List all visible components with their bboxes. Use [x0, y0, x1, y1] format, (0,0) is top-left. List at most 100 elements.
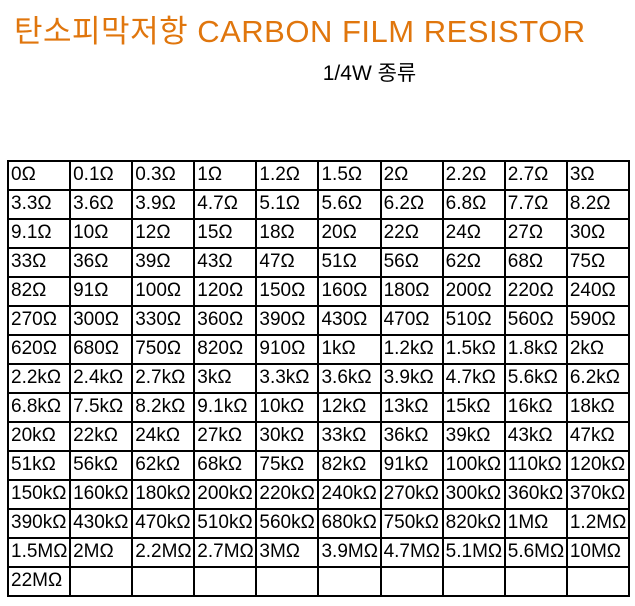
resistor-value-cell: 270Ω — [6, 305, 72, 336]
resistor-value-cell: 3.3Ω — [6, 189, 72, 220]
resistor-value-cell: 3Ω — [565, 160, 631, 191]
table-row: 22MΩ — [6, 566, 631, 597]
table-row: 82Ω 91Ω 100Ω 120Ω 150Ω 160Ω 180Ω 200Ω 220Ω 240Ω — [6, 276, 631, 307]
resistor-value-cell: 22MΩ — [6, 566, 72, 597]
resistor-value-cell: 4.7MΩ — [379, 537, 444, 568]
resistor-value-cell: 10Ω — [69, 218, 134, 249]
resistor-value-cell: 56kΩ — [69, 450, 134, 481]
resistor-value-cell — [69, 566, 134, 597]
resistor-value-cell: 39kΩ — [441, 421, 506, 452]
resistor-value-cell: 330Ω — [131, 305, 196, 336]
resistor-value-cell: 27Ω — [503, 218, 568, 249]
resistor-value-cell: 62Ω — [441, 247, 506, 278]
resistor-value-cell: 20Ω — [317, 218, 382, 249]
resistor-value-cell: 4.7kΩ — [441, 363, 506, 394]
resistor-value-cell: 5.1MΩ — [441, 537, 506, 568]
resistor-value-cell: 10MΩ — [565, 537, 631, 568]
resistor-value-cell — [193, 566, 258, 597]
resistor-value-cell: 56Ω — [379, 247, 444, 278]
resistor-value-cell: 36kΩ — [379, 421, 444, 452]
table-row: 2.2kΩ 2.4kΩ 2.7kΩ 3kΩ 3.3kΩ 3.6kΩ 3.9kΩ 4.7kΩ 5.… — [6, 363, 631, 394]
resistor-value-cell: 1kΩ — [317, 334, 382, 365]
resistor-value-cell: 370kΩ — [565, 479, 631, 510]
page-title: 탄소피막저항 CARBON FILM RESISTOR — [14, 14, 586, 49]
resistor-value-cell: 68kΩ — [193, 450, 258, 481]
resistor-value-cell: 150kΩ — [6, 479, 72, 510]
resistor-value-cell: 750kΩ — [379, 508, 444, 539]
resistor-value-cell: 300kΩ — [441, 479, 506, 510]
table-row: 6.8kΩ 7.5kΩ 8.2kΩ 9.1kΩ 10kΩ 12kΩ 13kΩ 15kΩ 16kΩ… — [6, 392, 631, 423]
resistor-value-cell: 120Ω — [193, 276, 258, 307]
resistor-value-cell: 200Ω — [441, 276, 506, 307]
resistor-value-cell: 3.3kΩ — [255, 363, 320, 394]
resistor-value-cell: 1.2kΩ — [379, 334, 444, 365]
resistor-value-cell: 2.2Ω — [441, 160, 506, 191]
table-row: 1.5MΩ 2MΩ 2.2MΩ 2.7MΩ 3MΩ 3.9MΩ 4.7MΩ 5.1MΩ 5.6M… — [6, 537, 631, 568]
resistor-value-cell: 180Ω — [379, 276, 444, 307]
resistor-value-cell: 590Ω — [565, 305, 631, 336]
resistor-value-cell: 91kΩ — [379, 450, 444, 481]
table-row: 3.3Ω 3.6Ω 3.9Ω 4.7Ω 5.1Ω 5.6Ω 6.2Ω 6.8Ω 7.7Ω 8.2Ω — [6, 189, 631, 220]
resistor-value-cell: 620Ω — [6, 334, 72, 365]
resistor-value-cell: 18Ω — [255, 218, 320, 249]
resistor-value-cell: 110kΩ — [503, 450, 568, 481]
resistor-value-cell: 2MΩ — [69, 537, 134, 568]
resistor-value-cell: 360Ω — [193, 305, 258, 336]
resistor-value-cell: 220Ω — [503, 276, 568, 307]
resistor-value-cell: 12kΩ — [317, 392, 382, 423]
resistor-value-cell: 5.6MΩ — [503, 537, 568, 568]
resistor-value-cell: 0.3Ω — [131, 160, 196, 191]
resistor-value-cell: 910Ω — [255, 334, 320, 365]
resistor-value-cell: 270kΩ — [379, 479, 444, 510]
table-row: 33Ω 36Ω 39Ω 43Ω 47Ω 51Ω 56Ω 62Ω 68Ω 75Ω — [6, 247, 631, 278]
resistor-value-cell: 5.1Ω — [255, 189, 320, 220]
table-row: 0Ω 0.1Ω 0.3Ω 1Ω 1.2Ω 1.5Ω 2Ω 2.2Ω 2.7Ω 3Ω — [6, 160, 631, 191]
resistor-value-cell — [565, 566, 631, 597]
resistor-value-cell: 62kΩ — [131, 450, 196, 481]
resistor-value-cell: 33kΩ — [317, 421, 382, 452]
resistor-value-cell: 360kΩ — [503, 479, 568, 510]
resistor-value-cell: 9.1Ω — [6, 218, 72, 249]
resistor-value-cell: 51kΩ — [6, 450, 72, 481]
resistor-value-cell: 27kΩ — [193, 421, 258, 452]
resistor-value-cell: 6.2kΩ — [565, 363, 631, 394]
resistor-value-cell: 51Ω — [317, 247, 382, 278]
resistor-value-cell: 470Ω — [379, 305, 444, 336]
resistor-value-cell: 390Ω — [255, 305, 320, 336]
resistor-value-cell: 75kΩ — [255, 450, 320, 481]
resistor-value-cell: 560kΩ — [255, 508, 320, 539]
resistor-value-cell: 2.7MΩ — [193, 537, 258, 568]
resistor-value-cell: 220kΩ — [255, 479, 320, 510]
resistor-value-cell: 30kΩ — [255, 421, 320, 452]
resistor-value-cell: 75Ω — [565, 247, 631, 278]
resistor-value-cell: 5.6Ω — [317, 189, 382, 220]
resistor-value-cell: 43Ω — [193, 247, 258, 278]
resistor-value-cell: 430kΩ — [69, 508, 134, 539]
resistor-value-cell: 3MΩ — [255, 537, 320, 568]
resistor-value-cell: 3.9kΩ — [379, 363, 444, 394]
resistor-value-cell: 180kΩ — [131, 479, 196, 510]
resistor-value-cell: 160kΩ — [69, 479, 134, 510]
resistor-value-cell: 4.7Ω — [193, 189, 258, 220]
resistor-value-cell: 16kΩ — [503, 392, 568, 423]
resistor-value-cell: 820Ω — [193, 334, 258, 365]
table-row: 620Ω 680Ω 750Ω 820Ω 910Ω 1kΩ 1.2kΩ 1.5kΩ 1.8kΩ 2k… — [6, 334, 631, 365]
resistor-value-cell — [379, 566, 444, 597]
resistor-value-cell: 1.5MΩ — [6, 537, 72, 568]
resistor-value-cell: 100kΩ — [441, 450, 506, 481]
resistor-value-cell: 510kΩ — [193, 508, 258, 539]
resistor-value-cell — [503, 566, 568, 597]
table-row: 20kΩ 22kΩ 24kΩ 27kΩ 30kΩ 33kΩ 36kΩ 39kΩ 43kΩ 47kΩ — [6, 421, 631, 452]
resistor-value-cell: 36Ω — [69, 247, 134, 278]
resistor-value-cell: 2.7Ω — [503, 160, 568, 191]
resistor-value-cell: 680kΩ — [317, 508, 382, 539]
resistor-value-cell: 91Ω — [69, 276, 134, 307]
resistor-value-cell: 33Ω — [6, 247, 72, 278]
resistor-value-cell: 82kΩ — [317, 450, 382, 481]
table-row: 150kΩ 160kΩ 180kΩ 200kΩ 220kΩ 240kΩ 270kΩ 300kΩ… — [6, 479, 631, 510]
resistor-value-cell — [317, 566, 382, 597]
resistor-value-table: 0Ω 0.1Ω 0.3Ω 1Ω 1.2Ω 1.5Ω 2Ω 2.2Ω 2.7Ω 3Ω 3.3Ω 3.6Ω… — [6, 160, 631, 597]
resistor-value-cell: 2.2MΩ — [131, 537, 196, 568]
resistor-value-cell: 680Ω — [69, 334, 134, 365]
resistor-value-cell: 8.2Ω — [565, 189, 631, 220]
